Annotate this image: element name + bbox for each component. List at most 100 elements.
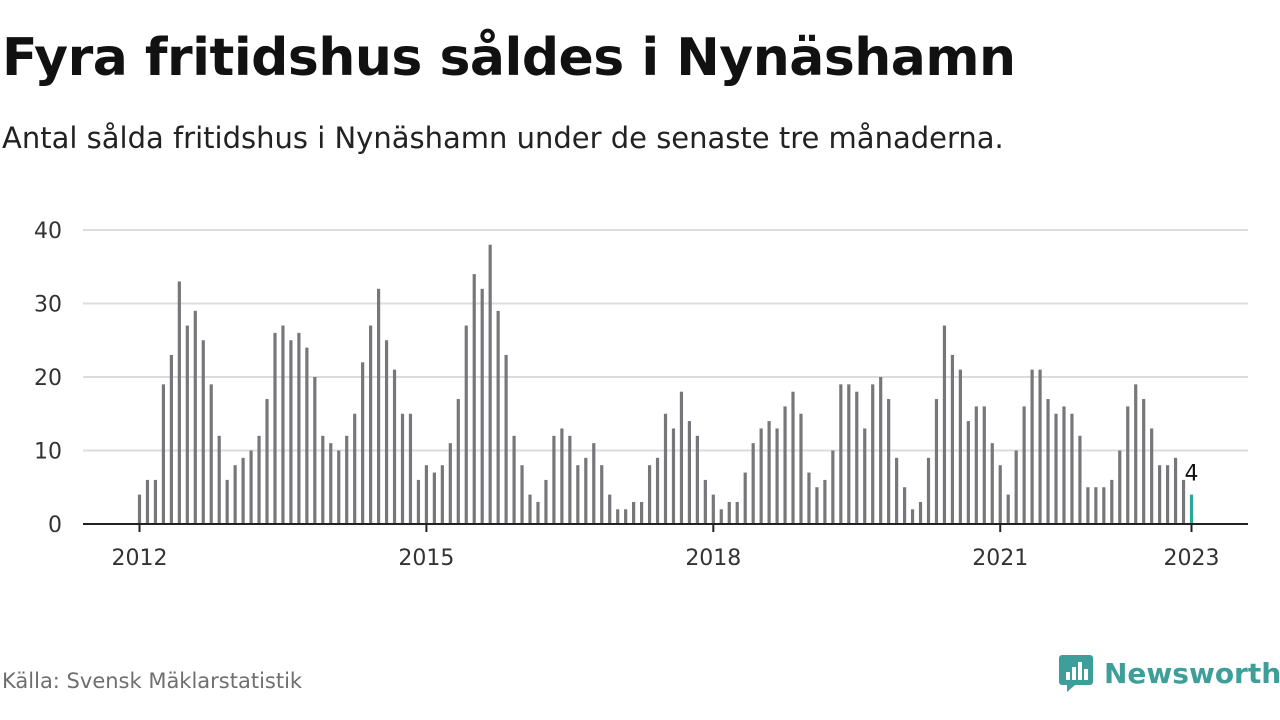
bar bbox=[273, 332, 277, 524]
bar bbox=[392, 369, 397, 524]
bar bbox=[639, 501, 644, 524]
bar bbox=[632, 501, 636, 524]
bar bbox=[871, 384, 875, 524]
bar bbox=[512, 435, 516, 524]
bar bbox=[249, 450, 253, 524]
bar bbox=[400, 413, 405, 524]
bar bbox=[289, 340, 293, 524]
annotations: 4 bbox=[1185, 462, 1199, 487]
bar bbox=[990, 443, 994, 524]
bar bbox=[329, 443, 333, 524]
bar bbox=[687, 421, 692, 524]
bar bbox=[791, 391, 795, 524]
bar bbox=[600, 465, 604, 524]
bar bbox=[879, 377, 883, 524]
bar bbox=[321, 435, 325, 524]
bar bbox=[767, 421, 771, 524]
y-tick-label: 20 bbox=[34, 366, 62, 391]
bar bbox=[751, 443, 755, 524]
bar-chart: 0 10 20 30 40 2012 2015 2018 2021 2023 4 bbox=[34, 219, 1248, 571]
bar bbox=[281, 325, 285, 524]
bar bbox=[201, 340, 205, 524]
bar bbox=[353, 413, 357, 524]
bar bbox=[863, 428, 867, 524]
bar-latest bbox=[1189, 494, 1194, 524]
bar bbox=[480, 288, 484, 524]
bar bbox=[1038, 369, 1042, 524]
bar bbox=[576, 465, 580, 524]
bar bbox=[313, 377, 317, 524]
bar bbox=[855, 391, 859, 524]
bar bbox=[1165, 465, 1170, 524]
bar bbox=[1006, 494, 1010, 524]
y-axis: 0 10 20 30 40 bbox=[34, 219, 62, 538]
bar bbox=[225, 479, 229, 524]
bar bbox=[552, 435, 556, 524]
bar bbox=[376, 288, 381, 524]
bar bbox=[807, 472, 811, 524]
bar bbox=[568, 435, 572, 524]
source-note: Källa: Svensk Mäklarstatistik bbox=[2, 669, 303, 693]
bar bbox=[241, 457, 245, 524]
bar bbox=[544, 479, 548, 524]
y-tick-label: 30 bbox=[34, 293, 62, 318]
newsworthy-logo-icon bbox=[1059, 655, 1093, 692]
x-tick-label: 2023 bbox=[1164, 546, 1220, 571]
bar bbox=[974, 406, 978, 524]
bar bbox=[711, 494, 715, 524]
bar bbox=[783, 406, 787, 524]
y-tick-label: 0 bbox=[48, 513, 62, 538]
bar bbox=[918, 501, 923, 524]
bar bbox=[432, 472, 436, 524]
bar bbox=[369, 325, 373, 524]
bar bbox=[663, 413, 668, 524]
bar bbox=[823, 479, 827, 524]
bar bbox=[887, 399, 891, 524]
bar bbox=[1181, 479, 1186, 524]
bar bbox=[815, 487, 819, 524]
bar bbox=[416, 479, 421, 524]
bar bbox=[536, 501, 540, 524]
bar bbox=[424, 465, 429, 524]
bar bbox=[966, 421, 970, 524]
bar bbox=[137, 494, 142, 524]
bar bbox=[520, 465, 524, 524]
bar bbox=[472, 274, 476, 524]
bar bbox=[1110, 479, 1114, 524]
bar bbox=[743, 472, 747, 524]
bar bbox=[839, 384, 843, 524]
bar bbox=[655, 457, 660, 524]
bar bbox=[504, 354, 508, 524]
bar bbox=[679, 391, 684, 524]
bar bbox=[209, 384, 213, 524]
bar bbox=[998, 465, 1002, 524]
bar bbox=[1134, 384, 1138, 524]
bar bbox=[775, 428, 779, 524]
bars bbox=[137, 244, 1194, 524]
bar bbox=[177, 281, 181, 524]
brand-name: Newsworthy bbox=[1104, 656, 1280, 690]
bar bbox=[1054, 413, 1058, 524]
bar bbox=[695, 435, 699, 524]
chart-subtitle: Antal sålda fritidshus i Nynäshamn under… bbox=[2, 121, 1004, 155]
bar bbox=[464, 325, 468, 524]
x-tick-label: 2018 bbox=[685, 546, 741, 571]
bar bbox=[1078, 435, 1082, 524]
bar bbox=[145, 479, 150, 524]
bar bbox=[153, 479, 158, 524]
bar bbox=[337, 450, 341, 524]
bar bbox=[942, 325, 947, 524]
x-tick-label: 2015 bbox=[398, 546, 454, 571]
bar bbox=[265, 399, 269, 524]
bar bbox=[1062, 406, 1066, 524]
bar bbox=[831, 450, 835, 524]
bar bbox=[958, 369, 962, 524]
bar bbox=[950, 354, 955, 524]
bar bbox=[727, 501, 731, 524]
bar bbox=[703, 479, 707, 524]
bar bbox=[934, 399, 939, 524]
bar bbox=[735, 501, 739, 524]
bar bbox=[1030, 369, 1034, 524]
bar bbox=[161, 384, 166, 524]
bar bbox=[361, 362, 365, 524]
